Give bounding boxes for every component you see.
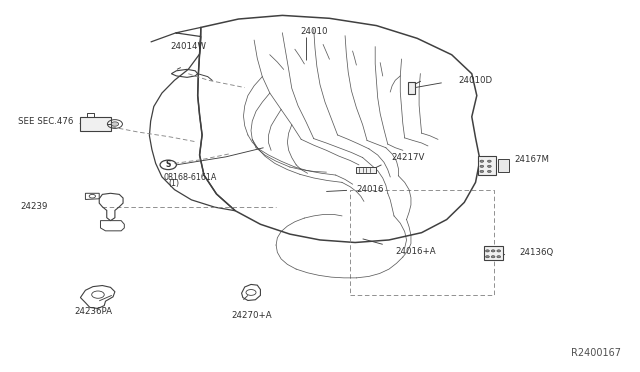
- Circle shape: [486, 250, 490, 252]
- Text: SEE SEC.476: SEE SEC.476: [18, 116, 73, 126]
- Text: 24010: 24010: [300, 27, 328, 36]
- FancyBboxPatch shape: [478, 156, 495, 175]
- Text: S: S: [166, 160, 171, 169]
- Text: 24236PA: 24236PA: [74, 307, 112, 316]
- Circle shape: [492, 250, 495, 252]
- Circle shape: [488, 160, 492, 162]
- FancyBboxPatch shape: [484, 246, 503, 260]
- FancyBboxPatch shape: [408, 83, 415, 94]
- Text: (1): (1): [168, 179, 179, 189]
- FancyBboxPatch shape: [81, 117, 111, 131]
- Text: R2400167: R2400167: [571, 348, 621, 358]
- Circle shape: [488, 170, 492, 173]
- Text: 24239: 24239: [20, 202, 47, 211]
- Circle shape: [488, 165, 492, 167]
- Text: 24136Q: 24136Q: [520, 248, 554, 257]
- Text: 24167M: 24167M: [515, 155, 549, 164]
- Circle shape: [480, 160, 484, 162]
- Circle shape: [486, 256, 490, 258]
- FancyBboxPatch shape: [498, 159, 509, 172]
- Text: 24217V: 24217V: [392, 153, 425, 161]
- Circle shape: [492, 256, 495, 258]
- Circle shape: [497, 256, 500, 258]
- Text: 24270+A: 24270+A: [231, 311, 271, 320]
- Text: 24010D: 24010D: [458, 76, 492, 85]
- Circle shape: [480, 165, 484, 167]
- Circle shape: [497, 250, 500, 252]
- Text: 24016: 24016: [356, 185, 384, 194]
- Text: 24016+A: 24016+A: [396, 247, 436, 256]
- Text: 24014W: 24014W: [170, 42, 206, 51]
- FancyBboxPatch shape: [356, 167, 376, 173]
- Text: 08168-6161A: 08168-6161A: [163, 173, 216, 182]
- Circle shape: [111, 122, 118, 126]
- Circle shape: [480, 170, 484, 173]
